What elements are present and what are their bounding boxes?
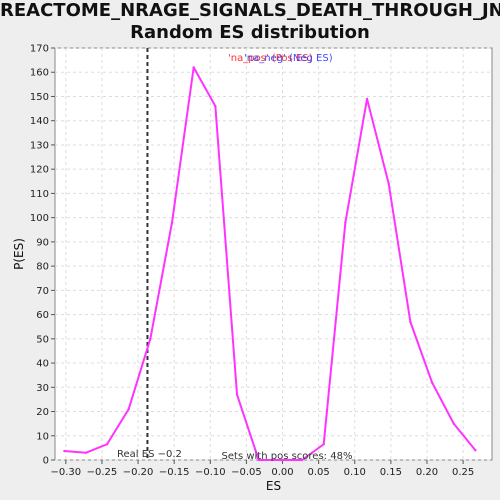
real-es-label: Real ES −0.2 (117, 449, 182, 460)
x-tick-label: −0.20 (123, 467, 154, 478)
x-tick-label: 0.25 (452, 467, 474, 478)
series-point (388, 183, 390, 185)
x-tick-label: 0.05 (308, 467, 330, 478)
x-tick-label: 0.10 (344, 467, 366, 478)
y-tick-label: 120 (30, 165, 49, 176)
series-point (214, 105, 216, 107)
x-axis-label: ES (266, 479, 281, 493)
series-point (323, 443, 325, 445)
series-point (344, 221, 346, 223)
plot-area (55, 48, 492, 460)
x-tick-label: −0.25 (87, 467, 118, 478)
series-point (431, 381, 433, 383)
y-tick-label: 20 (36, 407, 49, 418)
series-point (149, 338, 151, 340)
series-point (192, 66, 194, 68)
y-axis-label: P(ES) (12, 238, 26, 270)
x-tick-label: −0.30 (51, 467, 82, 478)
series-point (474, 449, 476, 451)
y-tick-label: 0 (43, 456, 49, 467)
y-tick-label: 160 (30, 68, 49, 79)
y-tick-label: 30 (36, 383, 49, 394)
x-tick-label: 0.15 (380, 467, 402, 478)
y-tick-label: 60 (36, 310, 49, 321)
y-tick-label: 10 (36, 431, 49, 442)
y-tick-label: 100 (30, 213, 49, 224)
series-point (366, 98, 368, 100)
y-tick-label: 90 (36, 237, 49, 248)
x-tick-label: −0.05 (231, 467, 262, 478)
x-tick-label: 0.20 (416, 467, 438, 478)
pos-scores-annotation: Sets with pos scores: 48% (222, 451, 353, 462)
series-point (236, 393, 238, 395)
x-tick-label: 0.00 (271, 467, 293, 478)
series-point (85, 452, 87, 454)
series-point (127, 408, 129, 410)
y-tick-label: 80 (36, 262, 49, 273)
x-tick-label: −0.10 (195, 467, 226, 478)
y-tick-label: 170 (30, 44, 49, 55)
series-point (409, 321, 411, 323)
y-tick-label: 130 (30, 140, 49, 151)
y-tick-label: 40 (36, 359, 49, 370)
series-point (171, 221, 173, 223)
x-tick-label: −0.15 (159, 467, 190, 478)
series-point (453, 422, 455, 424)
y-tick-label: 50 (36, 334, 49, 345)
y-tick-label: 110 (30, 189, 49, 200)
y-tick-label: 140 (30, 116, 49, 127)
y-tick-label: 150 (30, 92, 49, 103)
y-tick-label: 70 (36, 286, 49, 297)
series-point (106, 443, 108, 445)
series-point (63, 450, 65, 452)
legend-neg-es: 'na_neg' (Neg ES) (244, 53, 333, 64)
